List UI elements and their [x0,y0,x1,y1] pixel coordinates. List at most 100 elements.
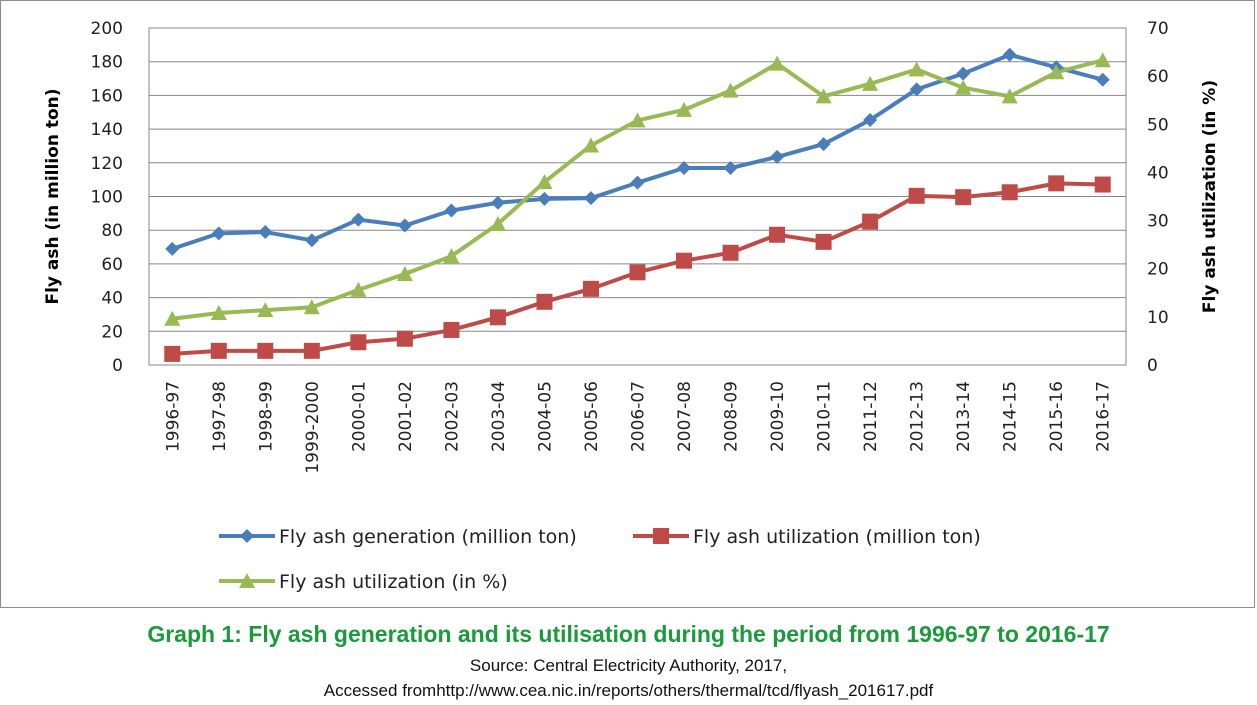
y2-tick-label: 70 [1147,19,1169,39]
data-point-series-2 [489,309,506,326]
x-tick-label: 2007-08 [675,381,695,452]
x-tick-label: 2008-09 [722,381,742,452]
data-point-series-1 [490,195,505,210]
x-tick-label: 1996-97 [163,381,183,452]
data-point-series-1 [816,137,831,152]
plot-area-border [148,27,1127,366]
data-point-series-1 [863,113,878,128]
legend-marker [653,528,669,544]
data-point-series-3 [164,310,181,326]
x-tick-label: 2004-05 [535,381,555,452]
x-tick-label: 2003-04 [489,381,509,452]
y2-axis-title: Fly ash utilization (in %) [1200,80,1220,313]
data-point-series-2 [164,345,181,362]
data-point-series-3 [815,88,832,104]
legend: Fly ash generation (million ton) Fly ash … [219,526,981,593]
y-tick-label: 20 [101,322,123,342]
data-point-series-3 [536,174,553,190]
data-point-series-2 [1048,175,1065,192]
data-point-series-3 [1048,64,1065,80]
legend-label: Fly ash utilization (in %) [279,571,508,593]
data-point-series-1 [583,191,598,206]
y-axis-title: Fly ash (in million ton) [43,88,63,304]
y-tick-label: 140 [91,120,123,140]
axes: 0 20 40 60 80 100 120 140 160 180 200 0 10 20 30 40 50 60… [43,19,1220,474]
data-point-series-2 [210,342,227,359]
y-tick-label: 100 [91,188,123,208]
data-point-series-3 [1094,52,1111,68]
data-point-series-1 [723,161,738,176]
figure-accessed-line: Accessed fromhttp://www.cea.nic.in/repor… [323,681,934,700]
x-tick-label: 2009-10 [768,381,788,452]
data-point-series-2 [1094,176,1111,193]
data-point-series-3 [862,75,879,91]
figure-caption-title: Graph 1: Fly ash generation and its util… [147,621,1110,647]
data-point-series-3 [722,82,739,98]
data-point-series-1 [211,226,226,241]
x-tick-label: 2002-03 [442,381,462,452]
data-point-series-2 [536,293,553,310]
data-point-series-3 [350,281,367,297]
data-point-series-1 [351,212,366,227]
x-tick-label: 1999-2000 [303,381,323,474]
data-point-series-3 [210,305,227,321]
data-point-series-2 [1001,184,1018,201]
data-point-series-1 [677,161,692,176]
data-point-series-2 [257,342,274,359]
x-tick-label: 2014-15 [1001,381,1021,452]
y-tick-label: 80 [101,221,123,241]
y2-tick-label: 0 [1147,356,1158,376]
data-point-series-2 [815,233,832,250]
data-point-series-1 [537,191,552,206]
y2-tick-label: 60 [1147,67,1169,87]
x-tick-label: 2010-11 [815,381,835,452]
data-point-series-1 [165,241,180,256]
x-tick-label: 2015-16 [1047,381,1067,452]
x-tick-label: 2000-01 [349,381,369,452]
x-tick-label: 2005-06 [582,381,602,452]
data-point-series-1 [909,82,924,97]
series-markers [164,47,1111,362]
data-point-series-2 [676,252,693,269]
x-tick-label: 2012-13 [908,381,928,452]
data-point-series-3 [908,61,925,77]
data-point-series-2 [722,244,739,261]
legend-label: Fly ash generation (million ton) [279,526,577,548]
data-point-series-1 [304,233,319,248]
x-tick-label: 1997-98 [210,381,230,452]
figure-source-line: Source: Central Electricity Authority, 2… [469,656,788,675]
y-tick-label: 180 [91,53,123,73]
x-tick-label: 2001-02 [396,381,416,452]
line-chart: 0 20 40 60 80 100 120 140 160 180 200 0 10 20 30 40 50 60… [43,19,1220,593]
data-point-series-2 [443,321,460,338]
data-point-series-1 [630,175,645,190]
data-point-series-2 [396,330,413,347]
y-tick-label: 0 [112,356,123,376]
data-point-series-1 [770,149,785,164]
legend-marker [239,573,255,588]
data-point-series-3 [396,266,413,282]
y-tick-label: 60 [101,255,123,275]
x-tick-label: 2013-14 [954,381,974,452]
data-point-series-2 [908,187,925,204]
y2-tick-label: 40 [1147,163,1169,183]
data-point-series-2 [303,342,320,359]
y2-tick-label: 50 [1147,115,1169,135]
data-point-series-1 [397,218,412,233]
data-point-series-3 [676,101,693,117]
x-tick-label: 2016-17 [1094,381,1114,452]
data-point-series-3 [629,112,646,128]
data-point-series-3 [769,55,786,71]
y2-tick-label: 10 [1147,308,1169,328]
data-point-series-2 [582,280,599,297]
y2-tick-label: 30 [1147,212,1169,232]
data-point-series-2 [629,264,646,281]
data-point-series-2 [862,213,879,230]
x-tick-label: 1998-99 [256,381,276,452]
data-point-series-3 [257,302,274,318]
data-point-series-3 [443,248,460,264]
data-point-series-3 [1001,88,1018,104]
y-tick-label: 160 [91,86,123,106]
data-point-series-1 [444,203,459,218]
y-tick-label: 200 [91,19,123,39]
